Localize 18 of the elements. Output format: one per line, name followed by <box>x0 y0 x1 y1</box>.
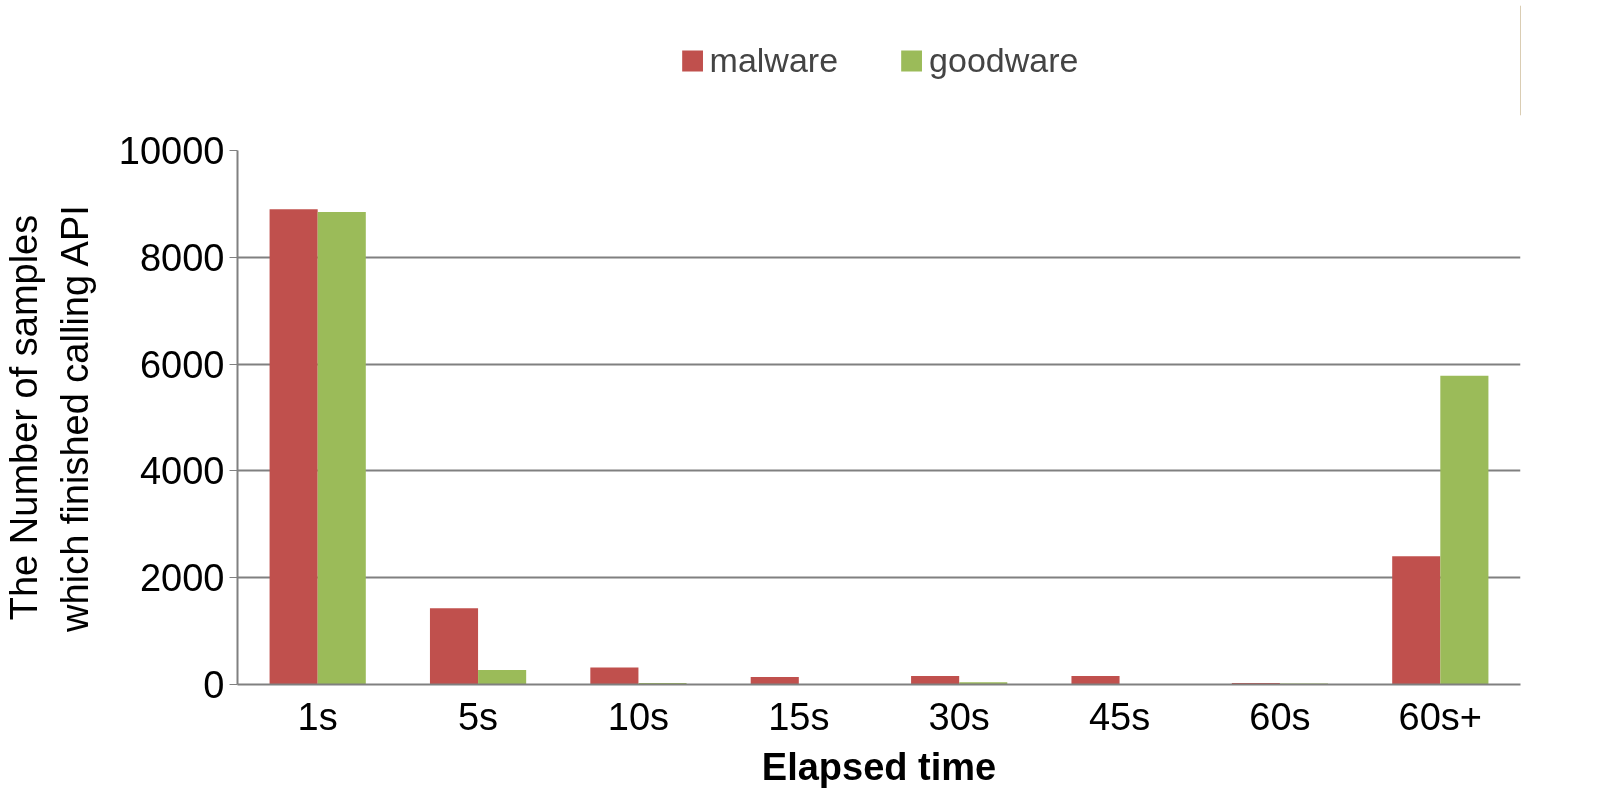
legend-label: malware <box>709 40 839 80</box>
x-tick-label: 30s <box>928 695 990 738</box>
x-tick-label: 45s <box>1088 695 1151 738</box>
y-tick-label: 0 <box>203 664 225 706</box>
x-tick-label: 15s <box>768 695 830 738</box>
y-tick-label: 8000 <box>139 236 225 279</box>
x-tick-label: 60s <box>1249 695 1311 738</box>
y-tick-label: 2000 <box>139 557 225 600</box>
y-tick-label: 6000 <box>139 343 225 386</box>
y-tick-label: 4000 <box>139 450 225 493</box>
x-axis-title: Elapsed time <box>761 745 997 788</box>
y-tick-label: 10000 <box>118 130 225 172</box>
legend-label: goodware <box>929 40 1079 80</box>
x-tick-label: 10s <box>607 695 670 738</box>
x-tick-label: 60s+ <box>1398 695 1483 738</box>
y-axis-title: The Number of samples which finished calling API <box>3 205 96 633</box>
x-tick-label: 5s <box>458 695 499 738</box>
x-tick-label: 1s <box>297 695 338 738</box>
